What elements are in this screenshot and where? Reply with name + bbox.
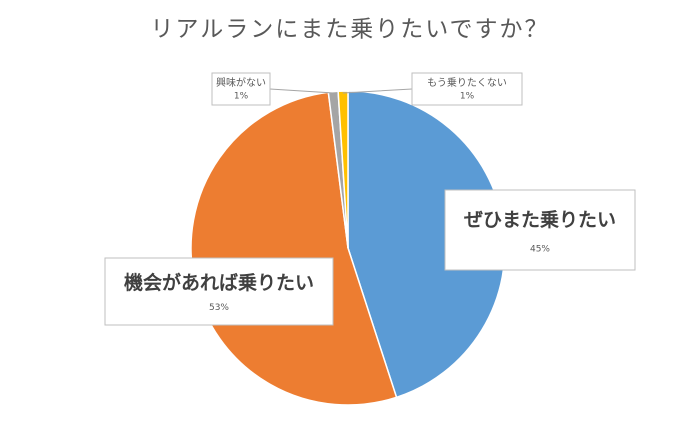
chart-title: リアルランにまた乗りたいですか？ xyxy=(150,17,549,43)
category-label: 興味がない xyxy=(216,76,266,89)
leader-line xyxy=(342,88,413,94)
pie-slice xyxy=(337,90,349,249)
leader-line xyxy=(269,88,334,94)
label-box xyxy=(211,72,271,106)
value-label: 1% xyxy=(234,92,249,102)
label-box xyxy=(411,72,523,106)
category-label: 機会があれば乗りたい xyxy=(124,271,314,294)
label-box xyxy=(104,257,334,326)
label-box xyxy=(444,189,636,271)
category-label: もう乗りたくない xyxy=(427,77,507,89)
value-label: 45% xyxy=(530,245,550,255)
value-label: 1% xyxy=(460,92,475,102)
value-label: 53% xyxy=(209,303,229,313)
category-label: ぜひまた乗りたい xyxy=(464,209,616,231)
